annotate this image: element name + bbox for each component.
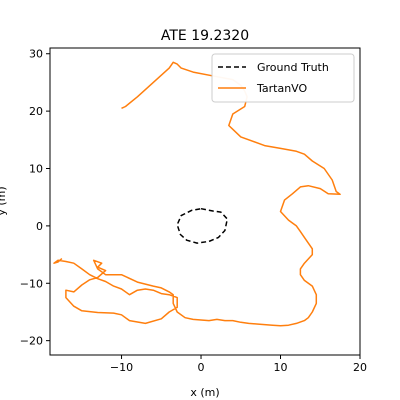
x-tick-label: 10 <box>274 361 288 374</box>
y-tick-label: 0 <box>36 220 43 233</box>
x-tick-label: −10 <box>110 361 133 374</box>
legend-label-tartanvo: TartanVO <box>256 82 308 95</box>
y-tick-label: 10 <box>29 163 43 176</box>
y-tick-label: −20 <box>20 335 43 348</box>
plot-frame <box>49 47 361 356</box>
series-line-ground-truth <box>176 207 229 244</box>
legend-label-ground-truth: Ground Truth <box>257 61 329 74</box>
y-tick-label: 20 <box>29 105 43 118</box>
series-layer <box>53 61 341 327</box>
legend-box <box>211 53 355 103</box>
x-axis: −10 0 10 20 <box>110 355 367 374</box>
y-tick-label: −10 <box>20 277 43 290</box>
series-line-tartanvo <box>53 61 341 327</box>
x-axis-label: x (m) <box>190 386 219 399</box>
y-tick-label: 30 <box>29 48 43 61</box>
chart-title: ATE 19.2320 <box>161 28 249 44</box>
y-axis-label: y (m) <box>0 186 8 215</box>
x-tick-label: 0 <box>198 361 205 374</box>
y-axis: −20 −10 0 10 20 30 <box>20 48 50 348</box>
legend: Ground Truth TartanVO <box>211 53 355 103</box>
x-tick-label: 20 <box>353 361 367 374</box>
